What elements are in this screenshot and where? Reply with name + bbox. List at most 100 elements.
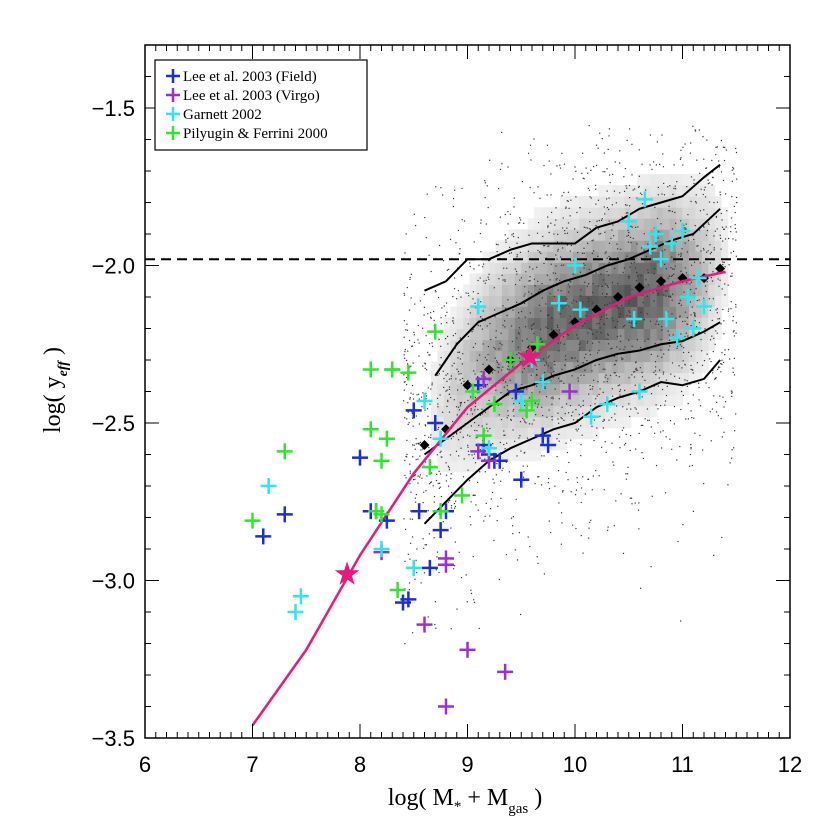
density-dot — [445, 480, 447, 482]
density-dot — [631, 345, 633, 347]
density-dot — [601, 446, 603, 448]
density-dot — [635, 280, 638, 282]
density-dot — [417, 339, 419, 341]
density-dot — [575, 170, 577, 172]
density-cell — [430, 361, 438, 374]
density-cell — [605, 361, 613, 374]
density-dot — [571, 302, 573, 304]
density-cell — [637, 262, 645, 274]
density-cell — [456, 438, 464, 451]
density-cell — [521, 229, 529, 241]
density-dot — [513, 197, 515, 199]
density-dot — [460, 382, 462, 384]
density-dot — [614, 326, 616, 328]
density-dot — [730, 252, 732, 254]
density-dot — [405, 477, 407, 479]
density-dot — [707, 222, 710, 224]
density-dot — [624, 346, 626, 348]
density-dot — [545, 257, 547, 259]
density-dot — [525, 271, 527, 273]
density-cell — [669, 218, 677, 230]
density-dot — [576, 231, 579, 233]
density-dot — [670, 267, 672, 269]
density-dot — [639, 192, 642, 194]
density-dot — [434, 290, 436, 292]
density-dot — [520, 277, 522, 279]
density-cell — [547, 207, 554, 219]
density-dot — [626, 187, 628, 189]
density-dot — [602, 420, 604, 423]
density-dot — [604, 231, 606, 233]
density-dot — [567, 200, 569, 202]
density-dot — [552, 398, 554, 400]
density-dot — [629, 449, 631, 452]
density-cell — [669, 251, 677, 263]
density-dot — [713, 201, 715, 204]
density-dot — [628, 275, 630, 277]
density-dot — [546, 274, 548, 276]
density-cell — [514, 372, 522, 385]
density-dot — [457, 229, 460, 232]
density-dot — [690, 142, 692, 144]
density-dot — [650, 566, 652, 568]
density-dot — [430, 388, 432, 390]
density-dot — [689, 453, 692, 456]
density-dot — [446, 269, 449, 271]
density-cell — [579, 262, 587, 274]
density-cell — [572, 328, 580, 341]
density-dot — [520, 613, 522, 616]
density-cell — [656, 207, 664, 219]
density-dot — [727, 284, 729, 286]
density-dot — [459, 358, 461, 360]
density-dot — [460, 296, 462, 298]
density-dot — [588, 268, 590, 271]
density-cell — [579, 218, 587, 230]
density-dot — [706, 139, 708, 141]
density-dot — [698, 331, 700, 333]
density-cell — [469, 438, 477, 451]
density-cell — [489, 405, 496, 418]
density-cell — [592, 207, 600, 219]
density-dot — [694, 130, 697, 132]
density-dot — [419, 300, 422, 302]
density-dot — [578, 404, 580, 406]
density-cell — [630, 262, 638, 274]
density-dot — [558, 350, 560, 352]
density-cell — [469, 460, 477, 473]
density-cell — [547, 394, 554, 407]
density-cell — [482, 317, 490, 329]
density-dot — [731, 457, 733, 459]
density-dot — [538, 290, 540, 293]
density-dot — [463, 220, 466, 222]
density-cell — [682, 306, 690, 318]
density-dot — [598, 475, 600, 477]
density-dot — [702, 247, 705, 250]
density-dot — [502, 467, 504, 469]
density-dot — [423, 491, 425, 493]
density-dot — [560, 256, 562, 258]
density-dot — [721, 536, 723, 539]
density-dot — [604, 376, 606, 378]
density-cell — [514, 361, 522, 374]
density-cell — [430, 405, 438, 418]
density-dot — [711, 408, 713, 410]
density-cell — [611, 416, 619, 429]
density-dot — [501, 163, 503, 165]
density-cell — [598, 185, 606, 197]
density-cell — [482, 427, 490, 440]
density-dot — [607, 208, 610, 211]
density-dot — [690, 410, 692, 412]
density-cell — [463, 394, 471, 407]
y-tick-label: −1.5 — [92, 96, 135, 121]
density-cell — [650, 273, 658, 285]
density-dot — [574, 357, 576, 359]
density-dot — [415, 459, 417, 461]
density-cell — [643, 174, 651, 186]
plus-point — [486, 396, 503, 413]
density-dot — [707, 179, 709, 181]
density-dot — [619, 394, 621, 396]
density-dot — [429, 354, 431, 356]
density-cell — [572, 306, 580, 318]
legend: Lee et al. 2003 (Field)Lee et al. 2003 (… — [154, 59, 368, 151]
density-cell — [592, 350, 600, 363]
